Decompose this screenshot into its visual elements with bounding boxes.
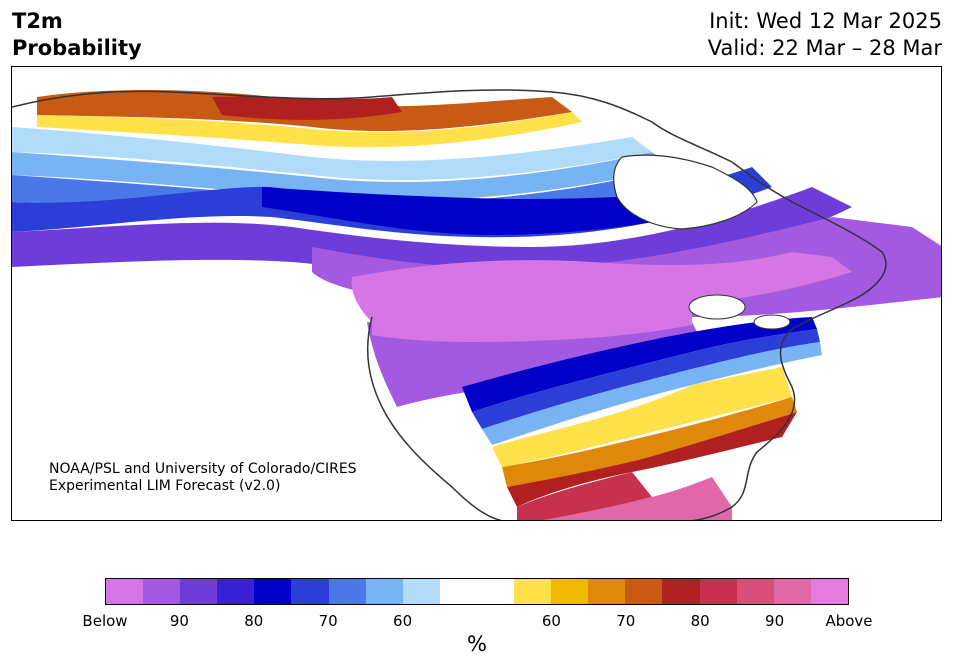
colorbar-segment [291,579,329,604]
great-lakes [688,294,746,320]
colorbar-segment [328,579,366,604]
southeast-orange-band [502,397,797,487]
colorbar-segment [551,579,589,604]
colorbar-segment [736,579,774,604]
arctic-mid-blue-band [12,152,672,201]
hudson-bay [613,154,758,230]
colorbar-segment [773,579,811,604]
title-line-1: T2m [12,9,63,33]
texas-magenta-region [517,472,652,520]
colorbar-segment [106,579,144,604]
colorbar-tick-label: 70 [616,612,636,630]
coastline [12,89,887,520]
colorbar-segment [254,579,292,604]
probability-map [12,67,941,520]
credit-line-1: NOAA/PSL and University of Colorado/CIRE… [49,461,357,477]
lake-erie [753,314,791,330]
arctic-light-blue-band [12,127,652,181]
colorbar-segment [217,579,255,604]
southeast-red-band [507,412,797,507]
date-info: Init: Wed 12 Mar 2025 Valid: 22 Mar – 28… [708,8,942,62]
colorbar-segment [625,579,663,604]
southern-blue-band [472,329,820,429]
colorbar-tick-label: 60 [541,612,561,630]
arctic-red-region [212,96,402,120]
colorbar-segment [143,579,181,604]
colorbar-segment [810,579,848,604]
colorbar-segment [402,579,440,604]
colorbar-tick-label: Above [825,612,873,630]
colorbar [105,578,849,605]
colorbar-tick-label: 80 [690,612,710,630]
colorbar-unit: % [467,632,487,656]
southeast-yellow-band [492,367,792,467]
canada-navy-band [262,187,732,235]
colorbar-tick-label: 80 [244,612,264,630]
arctic-yellow-band [37,112,582,148]
credit-line-2: Experimental LIM Forecast (v2.0) [49,478,281,494]
chart-title: T2m Probability [12,8,142,62]
us-pink-west [372,286,692,342]
colorbar-segment [365,579,403,604]
colorbar-tick-label: 90 [765,612,785,630]
us-west-violet [367,322,702,407]
canada-purple-band [12,187,852,280]
southern-light-band [482,342,822,445]
colorbar-tick-label: 90 [169,612,189,630]
title-line-2: Probability [12,36,142,60]
init-date: Init: Wed 12 Mar 2025 [709,9,942,33]
colorbar-segment [439,579,477,604]
valid-range: Valid: 22 Mar – 28 Mar [707,36,942,60]
colorbar-tick-label: 70 [318,612,338,630]
colorbar-segment [662,579,700,604]
colorbar-segment [699,579,737,604]
colorbar-segment [588,579,626,604]
colorbar-tick-label: Below [82,612,128,630]
colorbar-ticks: Below 90 80 70 60 60 70 80 90 Above [82,612,872,632]
colorbar-segment [476,579,515,604]
colorbar-tick-label: 60 [393,612,413,630]
colorbar-segment [180,579,218,604]
credit-text: NOAA/PSL and University of Colorado/CIRE… [49,461,357,495]
southern-navy-band [462,317,817,412]
map-panel: NOAA/PSL and University of Colorado/CIRE… [11,66,942,521]
colorbar-segment [514,579,552,604]
gulf-pink-region [543,477,732,520]
